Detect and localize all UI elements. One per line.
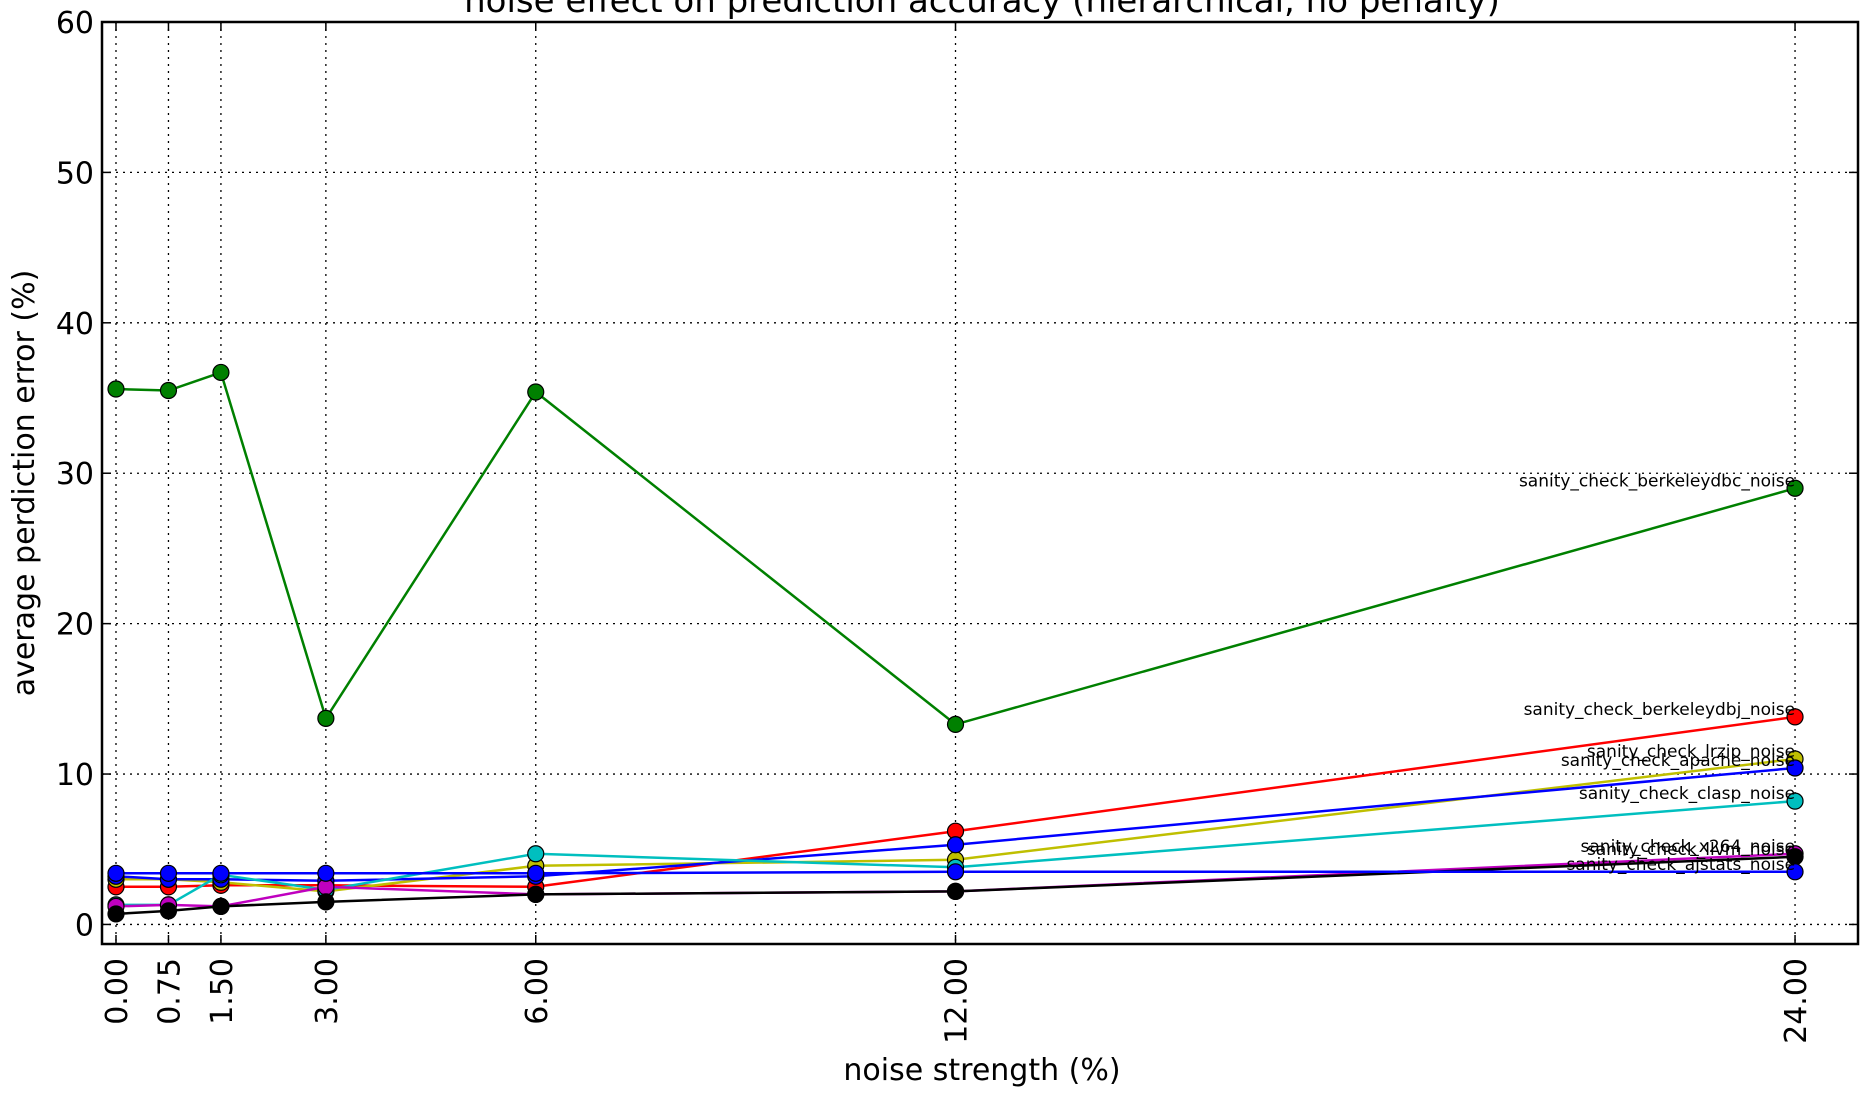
data-point [527,383,545,401]
series-labels: sanity_check_berkeleydbc_noise sanity_che… [1519,471,1795,875]
y-tick-label: 30 [56,457,94,492]
y-tick-label: 60 [56,6,94,41]
series-label: sanity_check_llvm_noise [1587,840,1795,860]
x-tick-label: 12.00 [940,958,975,1044]
data-point [159,864,178,882]
y-tick-label: 50 [56,156,94,191]
data-point [212,897,230,915]
data-point [317,893,335,911]
data-point [527,885,545,903]
data-point [107,905,125,923]
data-point [1786,792,1804,810]
data-point [527,864,545,882]
data-point [527,845,545,863]
data-point [159,381,178,400]
series-label: sanity_check_ajstats_noise [1566,855,1795,875]
data-point [946,882,965,900]
y-tick-label: 20 [56,608,94,643]
data-point [317,864,335,882]
x-tick-label: 0.75 [152,958,187,1025]
series-label: sanity_check_berkeleydbc_noise [1519,471,1795,491]
axis-ticks: 0.00 0.75 1.50 3.00 6.00 12.00 24.00 0 10 20 30 40 5… [56,6,1858,1044]
data-point [946,863,965,881]
x-tick-label: 0.00 [100,958,135,1025]
y-tick-label: 40 [56,307,94,342]
series-label: sanity_check_apache_noise [1561,751,1795,771]
data-point [1786,708,1804,726]
y-axis-label: average perdiction error (%) [7,270,42,697]
x-tick-label: 6.00 [520,958,555,1025]
x-tick-label: 3.00 [310,958,345,1025]
x-axis-label: noise strength (%) [843,1053,1120,1088]
series-label: sanity_check_clasp_noise [1579,784,1795,804]
data-point [107,864,125,882]
data-point [946,715,965,734]
data-point [1786,479,1804,497]
series-label: sanity_check_x264_noise [1581,837,1796,857]
chart-title: noise effect on prediction accuracy (hie… [464,0,1500,21]
data-point [946,836,965,854]
y-tick-label: 0 [75,908,94,943]
x-tick-label: 24.00 [1779,958,1814,1044]
plot-frame [100,20,1860,946]
data-point [1786,863,1804,881]
data-point [212,363,230,382]
y-tick-label: 10 [56,758,94,793]
data-point [107,380,125,398]
series-markers [107,363,1804,923]
data-point [317,709,335,727]
data-point [1786,759,1804,777]
series-label: sanity_check_berkeleydbj_noise [1524,700,1795,720]
x-tick-label: 1.50 [205,958,240,1025]
data-point [212,864,230,882]
series-label: sanity_check_lrzip_noise [1587,742,1795,762]
data-point [159,902,178,920]
